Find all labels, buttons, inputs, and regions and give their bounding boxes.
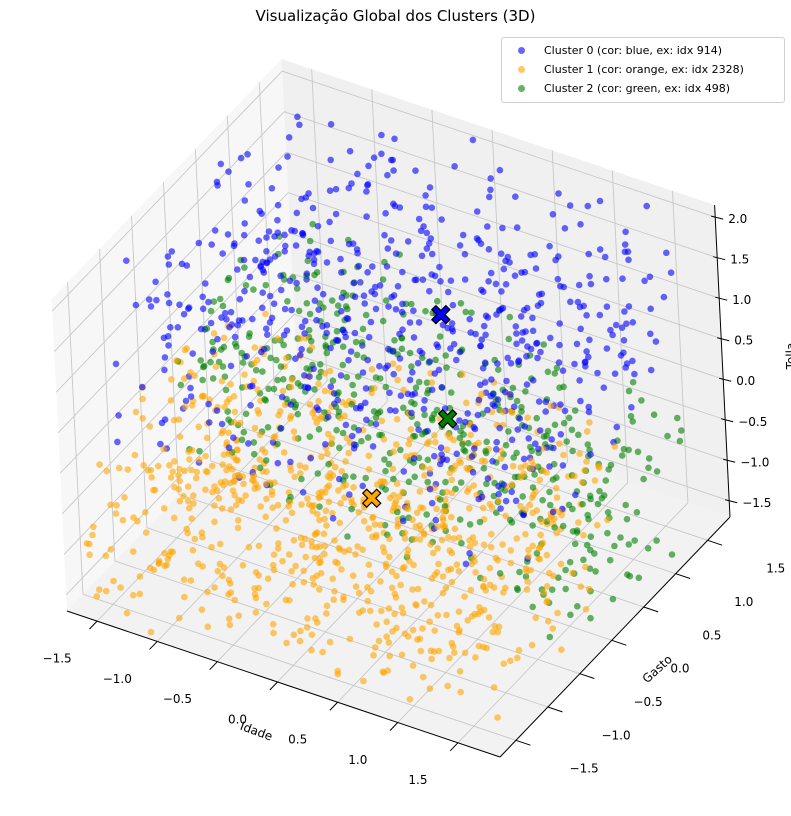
- y-tick-label: 0.0: [670, 662, 689, 676]
- legend-label: Cluster 1 (cor: orange, ex: idx 2328): [544, 62, 744, 76]
- z-tick-label: −0.5: [738, 415, 767, 429]
- z-tick-label: 0.0: [736, 374, 755, 388]
- y-tick-label: 0.5: [702, 628, 721, 642]
- x-tick-label: 1.5: [408, 773, 427, 787]
- legend-label: Cluster 2 (cor: green, ex: idx 498): [544, 81, 731, 95]
- y-axis-ticks: −1.5 −1.0 −0.5 0.0 0.5 1.0 1.5: [515, 539, 785, 776]
- legend: Cluster 0 (cor: blue, ex: idx 914) Clust…: [501, 37, 785, 103]
- z-tick-label: 1.5: [730, 253, 749, 267]
- chart-title: Visualização Global dos Clusters (3D): [255, 7, 536, 25]
- z-tick-label: −1.5: [742, 496, 771, 510]
- centroid-markers: [361, 304, 458, 509]
- legend-marker-orange-icon: [518, 65, 525, 73]
- z-tick-label: 0.5: [734, 334, 753, 348]
- x-axis-label: Idade: [238, 719, 274, 744]
- z-tick-label: 2.0: [728, 212, 747, 226]
- legend-marker-blue-icon: [518, 46, 525, 54]
- y-tick-label: 1.5: [766, 562, 785, 576]
- x-tick-label: −1.5: [43, 651, 72, 665]
- x-tick-label: 0.5: [288, 733, 307, 747]
- x-tick-label: −0.5: [163, 692, 192, 706]
- z-tick-label: 1.0: [732, 293, 751, 307]
- axis-lines: [66, 204, 731, 758]
- z-axis-label: Tolla: [784, 343, 791, 371]
- x-tick-label: 0.0: [228, 712, 247, 726]
- legend-item-cluster-2: Cluster 2 (cor: green, ex: idx 498): [512, 80, 730, 96]
- legend-marker-green-icon: [518, 84, 525, 92]
- y-tick-label: 1.0: [734, 595, 753, 609]
- x-tick-label: −1.0: [103, 672, 132, 686]
- scatter-points: [83, 113, 685, 721]
- legend-item-cluster-0: Cluster 0 (cor: blue, ex: idx 914): [512, 42, 722, 58]
- legend-label: Cluster 0 (cor: blue, ex: idx 914): [544, 43, 723, 57]
- z-tick-label: −1.0: [740, 455, 769, 469]
- x-tick-label: 1.0: [348, 753, 367, 767]
- z-axis-ticks: −1.5 −1.0 −0.5 0.0 0.5 1.0 1.5 2.0: [711, 212, 771, 510]
- legend-item-cluster-1: Cluster 1 (cor: orange, ex: idx 2328): [512, 61, 744, 77]
- y-tick-label: −0.5: [633, 695, 662, 709]
- y-tick-label: −1.5: [570, 762, 599, 776]
- x-axis-ticks: −1.5 −1.0 −0.5 0.0 0.5 1.0 1.5: [43, 620, 459, 787]
- y-tick-label: −1.0: [601, 728, 630, 742]
